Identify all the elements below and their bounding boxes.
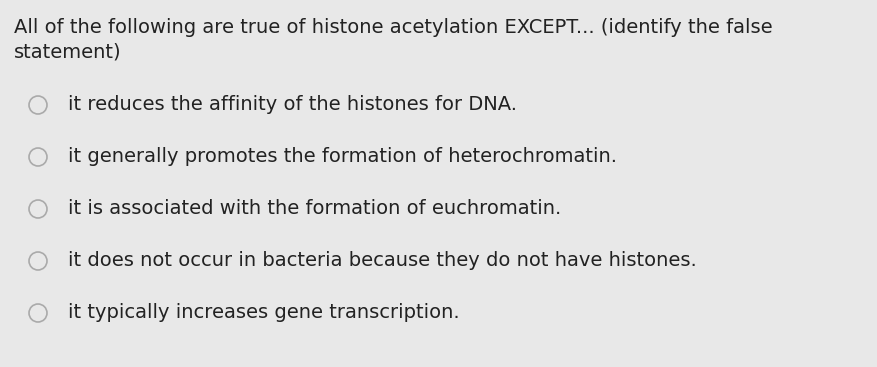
Text: it does not occur in bacteria because they do not have histones.: it does not occur in bacteria because th… xyxy=(68,251,696,270)
Text: it reduces the affinity of the histones for DNA.: it reduces the affinity of the histones … xyxy=(68,95,517,115)
Text: it generally promotes the formation of heterochromatin.: it generally promotes the formation of h… xyxy=(68,148,617,167)
Text: statement): statement) xyxy=(14,43,122,62)
Text: All of the following are true of histone acetylation EXCEPT... (identify the fal: All of the following are true of histone… xyxy=(14,18,773,37)
Text: it is associated with the formation of euchromatin.: it is associated with the formation of e… xyxy=(68,200,561,218)
Text: it typically increases gene transcription.: it typically increases gene transcriptio… xyxy=(68,304,460,323)
